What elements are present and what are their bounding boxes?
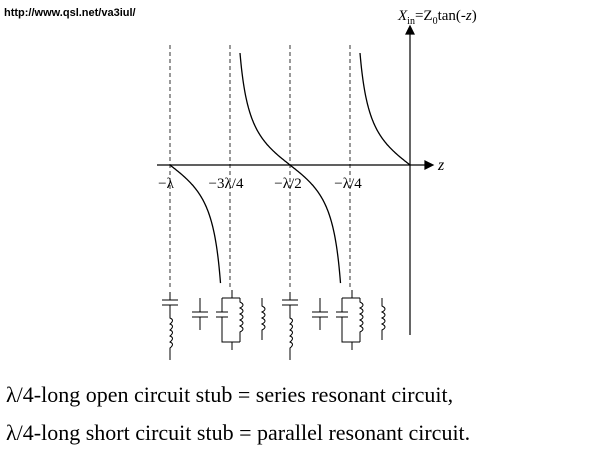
tick-label: −λ/4 — [334, 176, 362, 192]
y-axis-label: Xin=Z0tan(-z) — [397, 8, 477, 27]
label-part: =Z — [415, 8, 433, 24]
tick-label: −3λ/4 — [209, 176, 244, 192]
curves — [169, 52, 411, 284]
label-part: in — [407, 16, 415, 27]
tick-label: −λ — [158, 176, 174, 192]
tan-curve — [169, 164, 222, 284]
label-part: tan(- — [438, 8, 466, 24]
tan-curve — [359, 52, 411, 166]
x-axis-label: z — [437, 157, 445, 174]
tick-labels: −λ −3λ/4 −λ/2 −λ/4 — [158, 176, 362, 192]
tan-curve — [239, 52, 342, 284]
label-part: z — [465, 8, 472, 24]
tick-label: −λ/2 — [274, 176, 301, 192]
circuit-symbols — [162, 290, 386, 360]
caption: λ/4-long open circuit stub = series reso… — [6, 382, 453, 407]
label-part: X — [397, 8, 408, 24]
caption: λ/4-long short circuit stub = parallel r… — [6, 420, 470, 445]
label-part: ) — [472, 8, 477, 24]
label-part: 0 — [433, 16, 438, 27]
url: http://www.qsl.net/va3iul/ — [4, 7, 136, 19]
dashed-lines — [169, 45, 351, 290]
